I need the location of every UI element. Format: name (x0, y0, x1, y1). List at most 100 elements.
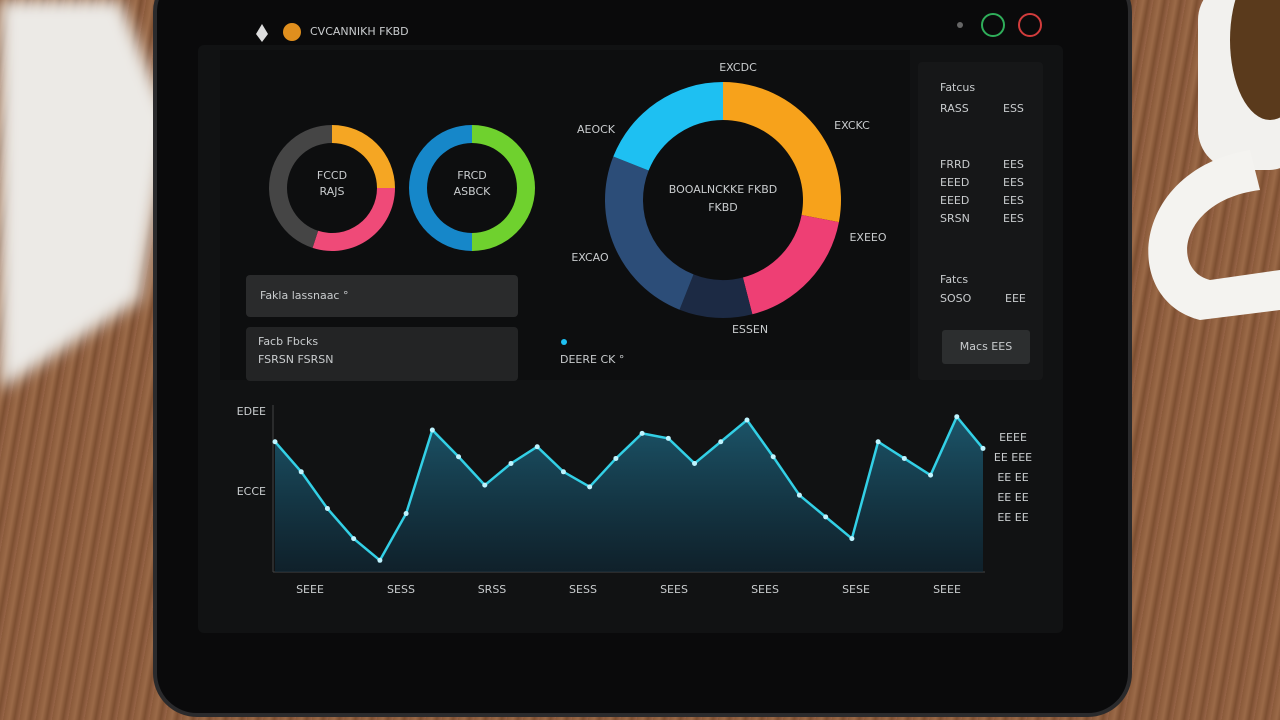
icon-button[interactable] (1018, 13, 1042, 37)
dynamic: FCCD RAJS FRCD ASBCK BOOALNCKKE FKBD FKBD EXCD… (237, 61, 1033, 596)
point (324, 506, 330, 512)
point (587, 484, 593, 490)
mug (1148, 0, 1280, 320)
donut-segment (679, 274, 753, 318)
point (272, 439, 278, 445)
point (403, 511, 409, 517)
right-label: EE EE (997, 511, 1028, 524)
point (534, 444, 540, 450)
callout: ESSEN (732, 323, 768, 336)
x-label: SEES (660, 583, 688, 596)
sidebar-cell: EES (1003, 176, 1024, 189)
card (246, 327, 518, 381)
point (849, 536, 855, 542)
donut-segment (742, 214, 839, 315)
point (692, 460, 698, 466)
point (928, 472, 934, 478)
sidebar-total: EEE (1005, 292, 1026, 305)
donut-segment (312, 188, 395, 252)
donut-segment (269, 125, 332, 248)
line (274, 414, 984, 563)
icon-button[interactable] (981, 13, 1005, 37)
top-area (220, 50, 910, 380)
avatar (283, 23, 301, 41)
donut-segment (605, 156, 694, 310)
point (744, 417, 750, 423)
right-label: EE EE (997, 471, 1028, 484)
x-label: SESS (569, 583, 597, 596)
logo (256, 24, 268, 42)
donut-segment (409, 125, 472, 251)
right-label: EEEE (999, 431, 1027, 444)
x-label: SEEE (296, 583, 324, 596)
donut-center: FKBD (708, 201, 738, 214)
callout: EXCAO (571, 251, 609, 264)
point (482, 482, 488, 488)
donut-label: ASBCK (454, 185, 492, 198)
x-label: SESE (842, 583, 870, 596)
point (639, 430, 645, 436)
sidebar-cell: EEED (940, 194, 969, 207)
sidebar-total: SOSO (940, 292, 972, 305)
y-label: EDEE (237, 405, 266, 418)
point (351, 536, 357, 542)
status-text: DEERE CK ° (560, 353, 624, 366)
point (456, 454, 462, 460)
donut-segment (723, 82, 841, 223)
icon (957, 22, 963, 28)
sidebar-cell: FRRD (940, 158, 970, 171)
sidebar-cell: EES (1003, 158, 1024, 171)
card-text: Fakla lassnaac ° (260, 289, 348, 302)
point (980, 445, 986, 451)
donut-label: FRCD (457, 169, 487, 182)
sidebar-subtitle: Fatcs (940, 273, 968, 286)
card-small: Facb Fbcks (258, 335, 318, 348)
point (613, 455, 619, 461)
callout: AEOCK (577, 123, 616, 136)
donut-center: BOOALNCKKE FKBD (669, 183, 777, 196)
x-label: SEEE (933, 583, 961, 596)
point (875, 439, 881, 445)
sidebar-cell: ESS (1003, 102, 1024, 115)
point (377, 557, 383, 563)
status-dot (561, 339, 567, 345)
callout: EXCKC (834, 119, 870, 132)
sidebar-cell: SRSN (940, 212, 970, 225)
sidebar-cell: RASS (940, 102, 969, 115)
donut-label: FCCD (317, 169, 347, 182)
right-label: EE EE (997, 491, 1028, 504)
point (298, 469, 304, 475)
point (901, 455, 907, 461)
callout: EXCDC (719, 61, 757, 74)
area (275, 416, 983, 572)
y-label: ECCE (237, 485, 266, 498)
button[interactable] (942, 330, 1030, 364)
sidebar-cell: EES (1003, 194, 1024, 207)
point (823, 514, 829, 520)
paper (0, 0, 170, 390)
sidebar-title: Fatcus (940, 81, 975, 94)
x-label: SRSS (478, 583, 507, 596)
callout: EXEEO (849, 231, 886, 244)
card-text: FSRSN FSRSN (258, 353, 333, 366)
app-title: CVCANNIKH FKBD (310, 25, 409, 38)
sidebar-cell: EEED (940, 176, 969, 189)
button-label[interactable]: Macs EES (960, 340, 1012, 353)
point (954, 414, 960, 420)
point (508, 460, 514, 466)
card (246, 275, 518, 317)
sidebar (918, 62, 1043, 380)
donut-segment (472, 125, 535, 251)
x-label: SEES (751, 583, 779, 596)
point (718, 439, 724, 445)
point (770, 454, 776, 460)
point (796, 492, 802, 498)
point (429, 427, 435, 433)
x-label: SESS (387, 583, 415, 596)
donut-segment (332, 125, 395, 188)
donut-segment (613, 82, 723, 171)
donut-label: RAJS (320, 185, 345, 198)
right-label: EE EEE (994, 451, 1032, 464)
